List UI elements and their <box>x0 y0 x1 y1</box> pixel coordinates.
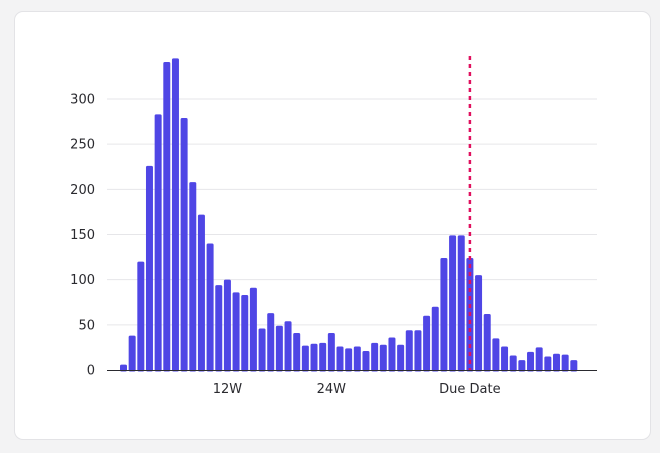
bar <box>561 354 569 372</box>
bar <box>258 328 266 372</box>
bar <box>449 235 457 372</box>
bar <box>423 315 431 372</box>
bar <box>492 338 500 372</box>
bar <box>310 343 318 372</box>
bar <box>440 257 448 372</box>
bar <box>371 342 379 372</box>
bar <box>293 332 301 372</box>
bar <box>362 351 370 372</box>
bar <box>345 348 353 372</box>
bar <box>544 356 552 372</box>
bar <box>301 345 309 372</box>
bar <box>397 344 405 372</box>
bar <box>431 306 439 372</box>
bar <box>171 58 179 372</box>
y-tick-label: 150 <box>70 228 95 243</box>
gridlines <box>107 98 597 326</box>
y-tick-label: 250 <box>70 138 95 153</box>
bar <box>284 321 292 372</box>
bar <box>379 344 387 372</box>
y-tick-label: 100 <box>70 273 95 288</box>
y-tick-label: 50 <box>78 318 95 333</box>
bar <box>527 351 535 372</box>
bar <box>197 214 205 372</box>
bar <box>353 346 361 372</box>
y-tick-label: 0 <box>87 364 95 379</box>
bar <box>518 360 526 372</box>
bar <box>163 61 171 372</box>
bar <box>249 287 257 372</box>
x-tick-label: 24W <box>317 382 347 397</box>
bar <box>388 337 396 372</box>
bar <box>405 330 413 372</box>
y-tick-label: 300 <box>70 93 95 108</box>
bar <box>570 360 578 372</box>
bar <box>206 243 214 372</box>
bar <box>241 295 249 372</box>
y-tick-label: 200 <box>70 183 95 198</box>
y-axis-ticks: 0 50 100 150 200 250 300 <box>70 93 95 379</box>
bar <box>232 292 240 372</box>
bar <box>189 182 197 372</box>
bar <box>475 275 483 372</box>
bar <box>501 346 509 372</box>
bars <box>120 58 578 372</box>
x-axis-ticks: 12W 24W Due Date <box>213 382 501 397</box>
bar <box>223 279 231 372</box>
bar <box>180 117 188 372</box>
bar <box>319 342 327 372</box>
bar <box>483 313 491 372</box>
bar <box>137 261 145 372</box>
bar <box>145 165 153 372</box>
x-tick-label: Due Date <box>439 382 500 397</box>
bar <box>336 346 344 372</box>
bar <box>267 313 275 372</box>
bar <box>457 235 465 372</box>
bar <box>275 325 283 372</box>
bar <box>128 335 136 372</box>
bar <box>553 353 560 372</box>
bar <box>535 347 543 372</box>
bar <box>414 330 422 372</box>
bar <box>154 114 162 372</box>
bar <box>215 285 223 372</box>
x-tick-label: 12W <box>213 382 243 397</box>
bar <box>327 332 335 372</box>
bar <box>120 364 127 372</box>
bar <box>509 355 517 372</box>
